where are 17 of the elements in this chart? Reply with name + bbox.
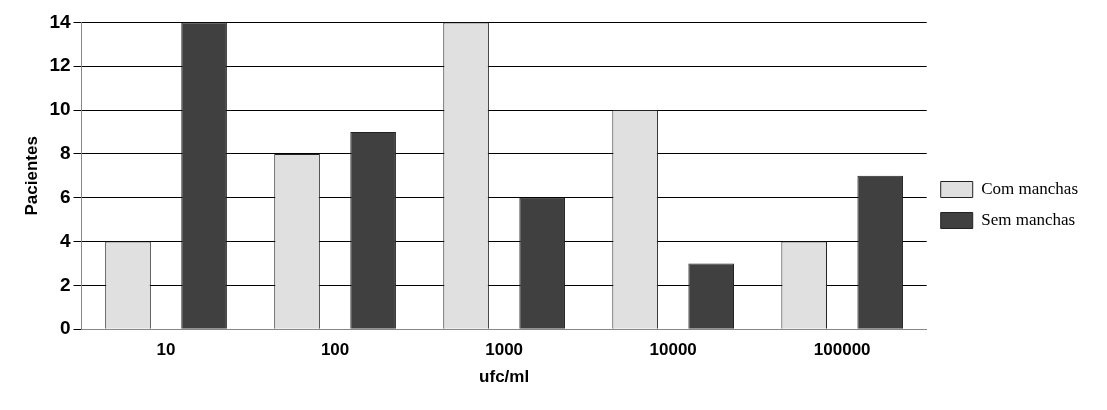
x-tick-label: 1000 bbox=[485, 340, 524, 360]
y-tick-label: 2 bbox=[59, 273, 71, 295]
y-tick-label: 8 bbox=[59, 142, 71, 164]
y-tick-label: 14 bbox=[49, 10, 71, 32]
y-tick-label: 10 bbox=[49, 98, 71, 120]
y-tick-label: 4 bbox=[59, 229, 71, 251]
legend-label: Com manchas bbox=[981, 178, 1079, 198]
y-tick-label: 0 bbox=[59, 317, 71, 339]
x-axis-title: ufc/ml bbox=[479, 367, 530, 387]
x-tick-label: 100000 bbox=[813, 340, 871, 360]
legend-label: Sem manchas bbox=[981, 209, 1076, 229]
x-tick-label: 100 bbox=[320, 340, 350, 360]
y-axis-title: Pacientes bbox=[21, 136, 41, 216]
y-tick-label: 6 bbox=[59, 185, 71, 207]
x-tick-label: 10 bbox=[156, 340, 176, 360]
y-tick-label: 12 bbox=[49, 54, 71, 76]
x-tick-label: 10000 bbox=[649, 340, 697, 360]
